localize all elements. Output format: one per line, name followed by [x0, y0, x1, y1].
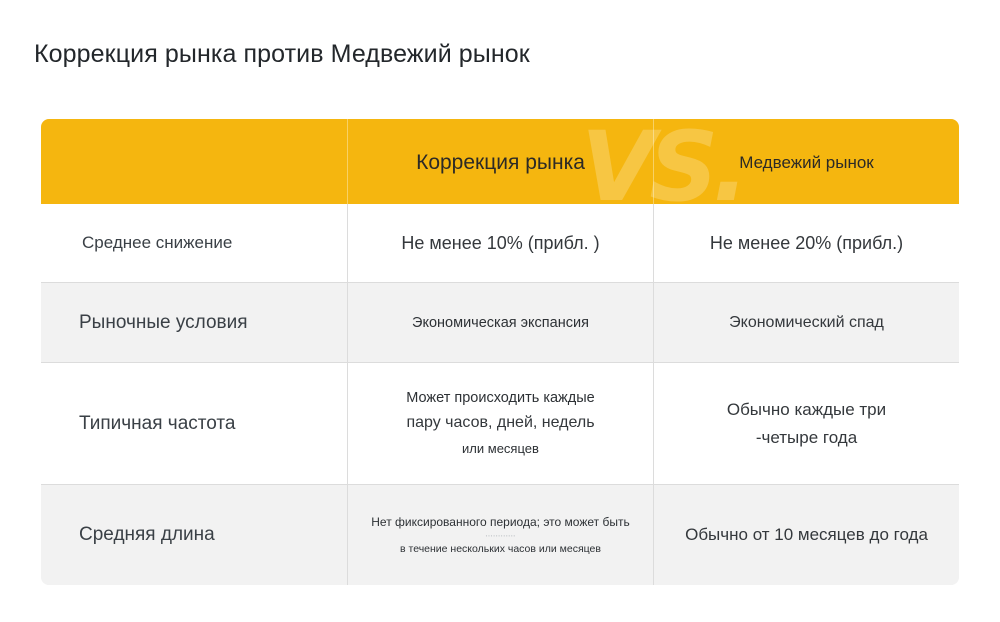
cell-correction-frequency: Может происходить каждые пару часов, дне… [347, 362, 653, 484]
cell-text-line: Может происходить каждые [406, 389, 595, 406]
header-bear-label: Медвежий рынок [739, 153, 874, 172]
cell-text-line: или месяцев [462, 440, 539, 456]
cell-text-line: пару часов, дней, недель [406, 413, 595, 431]
cell-text: Не менее 20% (прибл.) [709, 233, 904, 253]
page-title: Коррекция рынка против Медвежий рынок [34, 40, 530, 68]
cell-text-line: Обычно каждые три [726, 399, 887, 419]
cell-correction-conditions: Экономическая экспансия [347, 282, 653, 362]
row-label-text: Средняя длина [79, 524, 215, 545]
row-label-text: Рыночные условия [79, 311, 248, 333]
cell-bear-length: Обычно от 10 месяцев до года [653, 484, 959, 585]
cell-text-line: в течение нескольких часов или месяцев [400, 543, 601, 555]
cell-bear-conditions: Экономический спад [653, 282, 959, 362]
cell-text: Не менее 10% (прибл. ) [401, 233, 600, 253]
cell-text: Обычно от 10 месяцев до года [685, 525, 928, 544]
faded-text-line: ▪ ▪ ▪ ▪ ▪ ▪ ▪ ▪ ▪ ▪ ▪ ▪ [485, 533, 516, 538]
cell-correction-decline: Не менее 10% (прибл. ) [347, 204, 653, 282]
cell-text: Экономический спад [729, 313, 884, 331]
row-label-text: Типичная частота [79, 412, 236, 434]
comparison-table: Коррекция рынка Медвежий рынок Среднее с… [41, 119, 959, 585]
row-label-typical-frequency: Типичная частота [41, 362, 347, 484]
row-label-average-decline: Среднее снижение [41, 204, 347, 282]
cell-bear-frequency: Обычно каждые три -четыре года [653, 362, 959, 484]
header-empty-cell [41, 119, 347, 204]
row-label-text: Среднее снижение [82, 233, 233, 252]
cell-bear-decline: Не менее 20% (прибл.) [653, 204, 959, 282]
row-label-average-length: Средняя длина [41, 484, 347, 585]
cell-text: Экономическая экспансия [412, 314, 589, 331]
header-correction: Коррекция рынка [347, 119, 653, 204]
row-label-market-conditions: Рыночные условия [41, 282, 347, 362]
header-correction-label: Коррекция рынка [416, 151, 585, 174]
cell-text-line: Нет фиксированного периода; это может бы… [371, 515, 630, 529]
cell-text-line: -четыре года [755, 427, 858, 447]
cell-correction-length: Нет фиксированного периода; это может бы… [347, 484, 653, 585]
header-bear: Медвежий рынок [653, 119, 959, 204]
